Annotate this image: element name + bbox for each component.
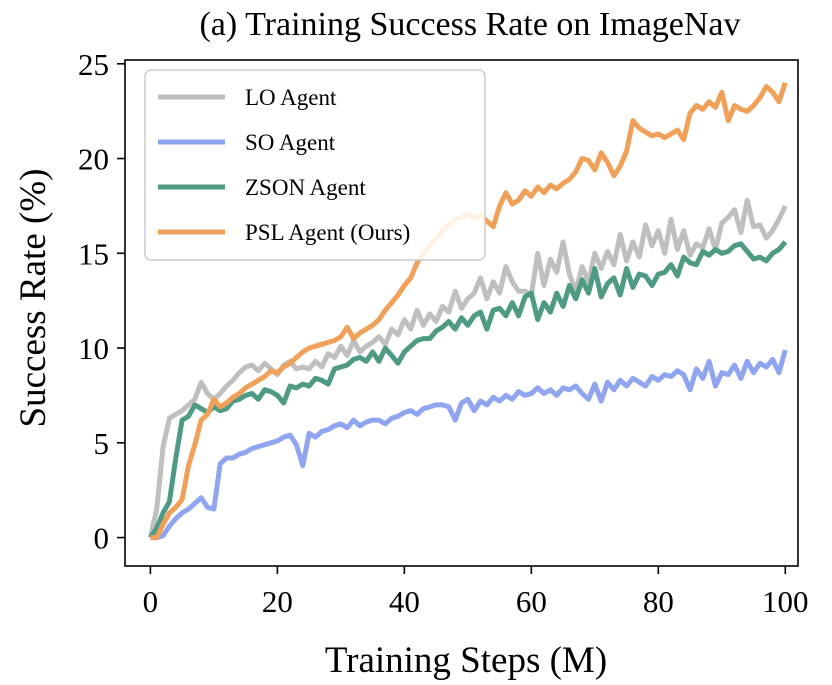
y-axis-label: Success Rate (%)	[13, 169, 54, 428]
x-tick-label: 100	[762, 584, 809, 619]
axis-ticks: 0 20 40 60 80 100 0 5 10 15 20 25	[78, 47, 809, 619]
x-tick-label: 20	[262, 584, 293, 619]
legend-box	[144, 69, 486, 261]
legend: LO Agent SO Agent ZSON Agent PSL Agent (Our…	[144, 69, 486, 261]
legend-label-1: LO Agent	[245, 85, 337, 110]
x-axis-label: Training Steps (M)	[325, 640, 607, 681]
y-tick-label: 25	[78, 47, 109, 82]
y-tick-label: 15	[78, 236, 109, 271]
plot-frame	[124, 59, 799, 567]
legend-label-3: ZSON Agent	[245, 175, 366, 200]
axes-border	[124, 59, 799, 567]
series-line-3	[148, 240, 788, 539]
series-line-1	[147, 197, 788, 539]
x-tick-label: 0	[143, 584, 159, 619]
y-tick-label: 20	[78, 142, 109, 177]
x-tick-label: 40	[389, 584, 420, 619]
y-tick-label: 10	[78, 331, 109, 366]
legend-label-4: PSL Agent (Ours)	[245, 220, 410, 245]
legend-label-2: SO Agent	[245, 130, 336, 155]
chart-title: (a) Training Success Rate on ImageNav	[199, 6, 740, 43]
x-tick-label: 80	[643, 584, 674, 619]
y-tick-label: 0	[94, 521, 110, 556]
x-tick-label: 60	[516, 584, 547, 619]
y-tick-label: 5	[94, 426, 110, 461]
series-line-2	[150, 349, 788, 541]
